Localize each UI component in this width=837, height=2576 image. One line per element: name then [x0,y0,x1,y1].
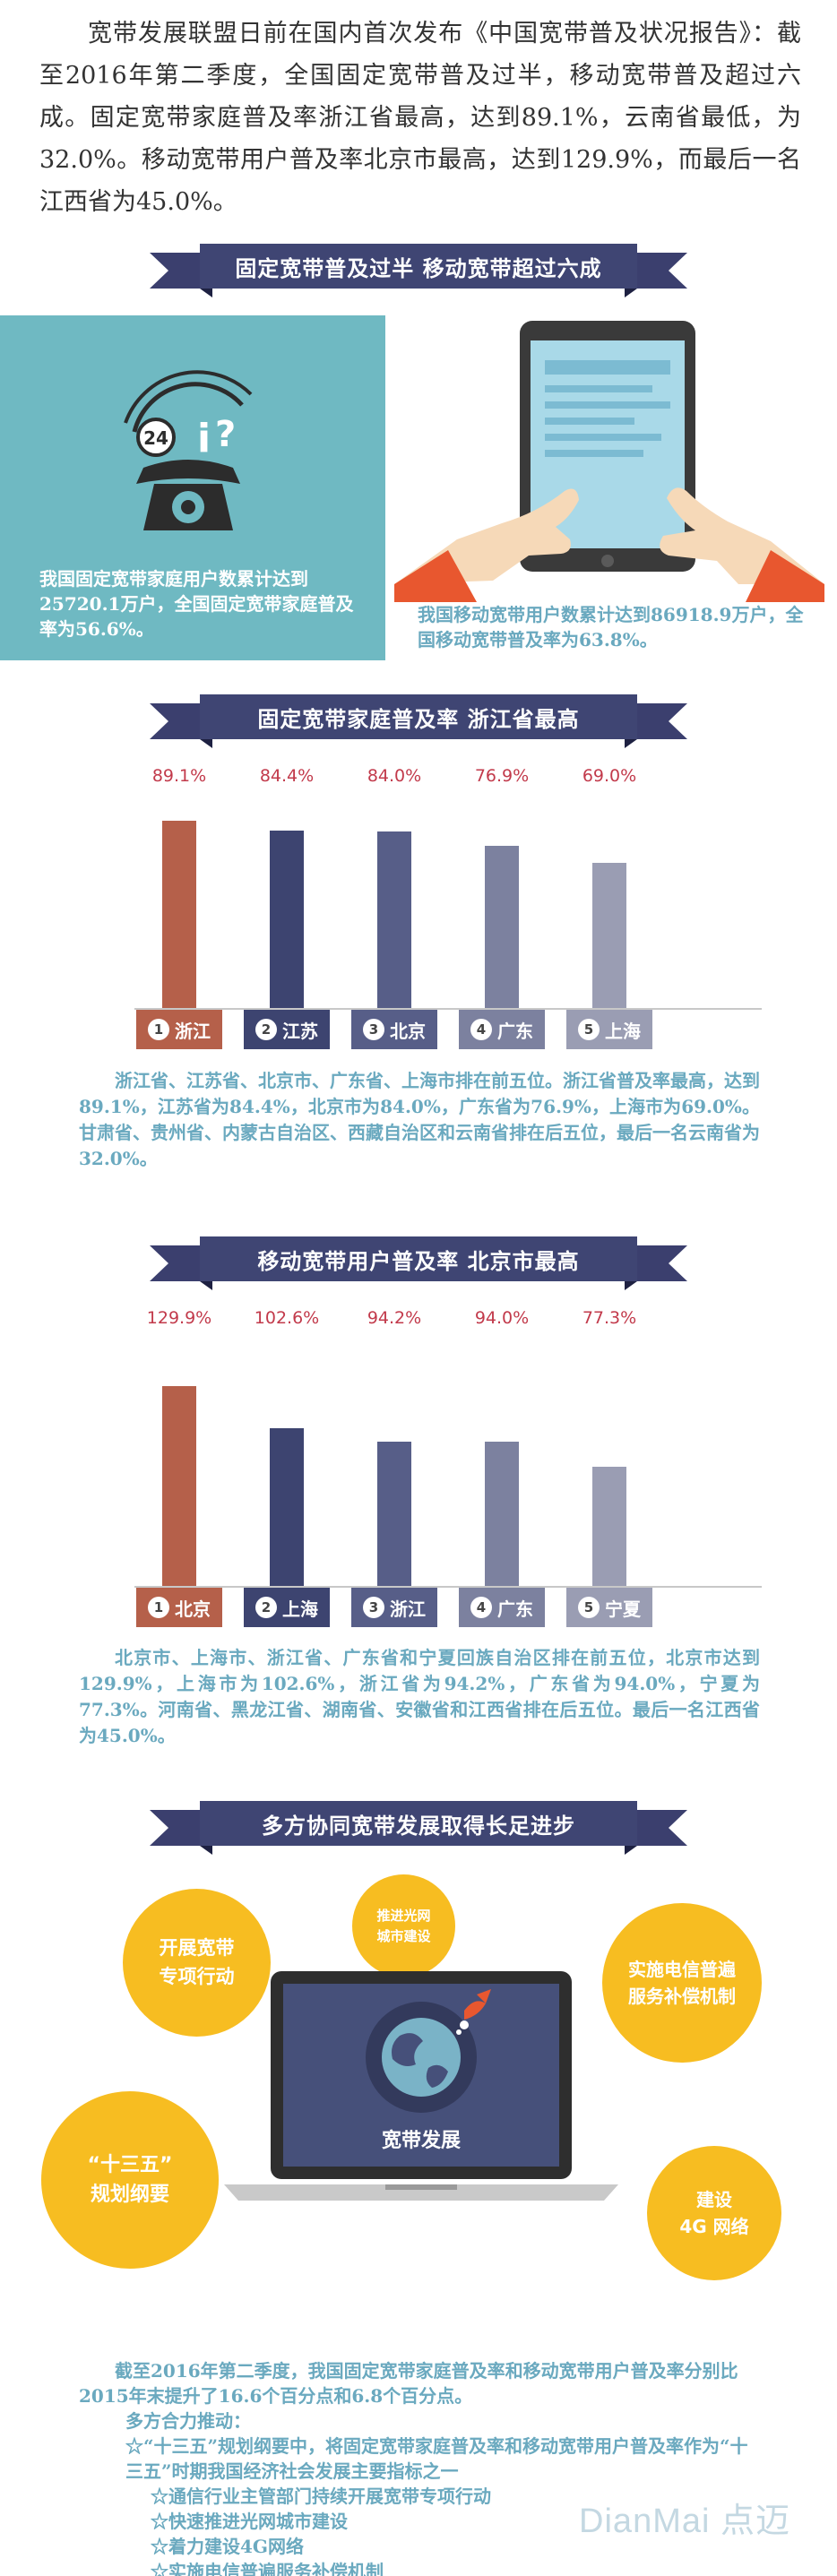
chart-rank-badge: 2 [255,1019,277,1040]
summary-item: ☆实施电信普遍服务补偿机制 [151,2561,384,2576]
fixed-broadband-chart: 89.1% 1 浙江 84.4% 2 江苏 84.0% 3 北京 76.9% 4 广东 69.0% 5 上海 [134,766,762,1053]
chart-category-label: 4 广东 [459,1010,545,1049]
chart-bar [377,1441,411,1586]
chart-value-label: 76.9% [474,766,530,786]
chart-category-label: 2 江苏 [244,1010,330,1049]
banner-title: 固定宽带家庭普及率 浙江省最高 [200,694,637,739]
banner-title: 多方协同宽带发展取得长足进步 [200,1801,637,1846]
summary-item: ☆着力建设4G网络 [151,2536,304,2557]
svg-text:i: i [197,416,211,461]
svg-text:?: ? [215,414,236,455]
chart-category-text: 江苏 [282,1020,318,1042]
chart-rank-badge: 4 [470,1597,492,1618]
fixed-broadband-text: 我国固定宽带家庭用户数累计达到25720.1万户，全国固定宽带家庭普及率为56.… [39,568,354,640]
chart-bar [270,1428,304,1586]
circle-4g-network: 建设 4G 网络 [647,2146,781,2280]
banner-mobile-user-rate: 移动宽带用户普及率 北京市最高 [150,1236,687,1290]
chart-category-label: 4 广东 [459,1588,545,1627]
intro-paragraph: 宽带发展联盟日前在国内首次发布《中国宽带普及状况报告》：截至2016年第二季度，… [39,20,801,216]
banner-multi-party: 多方协同宽带发展取得长足进步 [150,1801,687,1855]
chart-category-label: 1 北京 [136,1588,222,1627]
banner-title: 移动宽带用户普及率 北京市最高 [200,1236,637,1281]
chart-rank-badge: 2 [255,1597,277,1618]
mobile-broadband-paragraph: 北京市、上海市、浙江省、广东省和宁夏回族自治区排在前五位，北京市达到129.9%… [79,1647,760,1746]
chart-category-label: 5 上海 [566,1010,652,1049]
chart-category-text: 上海 [282,1598,318,1620]
chart-bar [592,862,626,1008]
mobile-broadband-chart: 129.9% 1 北京 102.6% 2 上海 94.2% 3 浙江 94.0% 4 广东 77.3% 5… [134,1308,762,1631]
chart-baseline [134,1008,762,1010]
chart-category-text: 浙江 [390,1598,426,1620]
chart-value-label: 84.0% [367,766,422,786]
chart-category-text: 广东 [497,1020,533,1042]
chart-value-label: 77.3% [582,1308,637,1328]
summary-item: ☆“十三五”规划纲要中，将固定宽带家庭普及率和移动宽带用户普及率作为“十三五”时… [125,2435,748,2482]
chart-category-label: 5 宁夏 [566,1588,652,1627]
fixed-broadband-paragraph: 浙江省、江苏省、北京市、广东省、上海市排在前五位。浙江省普及率最高，达到89.1… [79,1070,760,1169]
summary-heading: 多方合力推动： [125,2410,251,2432]
banner-fixed-household-rate: 固定宽带家庭普及率 浙江省最高 [150,694,687,748]
mobile-broadband-text: 我国移动宽带用户数累计达到86918.9万户，全国移动宽带普及率为63.8%。 [418,604,804,650]
chart-rank-badge: 1 [148,1597,169,1618]
summary-section: 截至2016年第二季度，我国固定宽带家庭普及率和移动宽带用户普及率分别比2015… [79,2358,760,2576]
chart-bar [485,846,519,1008]
tablet-hands-illustration [394,321,824,602]
chart-value-label: 89.1% [151,766,207,786]
badge-24: 24 [143,427,168,449]
chart-value-label: 84.4% [259,766,315,786]
summary-item: ☆通信行业主管部门持续开展宽带专项行动 [151,2486,491,2507]
chart-value-label: 102.6% [254,1308,320,1328]
chart-rank-badge: 5 [578,1019,600,1040]
chart-rank-badge: 3 [363,1019,384,1040]
chart-category-text: 广东 [497,1598,533,1620]
chart-value-label: 69.0% [582,766,637,786]
telephone-icon: 24 i ? [124,370,253,530]
chart-category-label: 3 北京 [351,1010,437,1049]
chart-category-text: 北京 [390,1020,426,1042]
chart-category-label: 2 上海 [244,1588,330,1627]
fixed-broadband-panel: 24 i ? [0,315,385,660]
chart-bar [162,820,196,1008]
chart-value-label: 129.9% [146,1308,212,1328]
chart-baseline [134,1586,762,1588]
summary-item: ☆快速推进光网城市建设 [151,2511,348,2532]
chart-category-label: 1 浙江 [136,1010,222,1049]
chart-bar [377,831,411,1008]
chart-category-text: 浙江 [175,1020,211,1042]
chart-rank-badge: 3 [363,1597,384,1618]
chart-category-text: 宁夏 [605,1598,641,1620]
chart-bar [162,1386,196,1586]
summary-paragraph: 截至2016年第二季度，我国固定宽带家庭普及率和移动宽带用户普及率分别比2015… [79,2360,738,2407]
chart-category-text: 北京 [175,1598,211,1620]
chart-bar [485,1441,519,1586]
laptop-illustration: 宽带发展 [224,1971,618,2201]
circle-fiber-city: 推进光网 城市建设 [352,1874,455,1977]
circle-universal-service: 实施电信普遍 服务补偿机制 [602,1903,762,2063]
laptop-label: 宽带发展 [382,2129,461,2152]
banner-fixed-mobile-overview: 固定宽带普及过半 移动宽带超过六成 [150,244,687,297]
chart-bar [592,1467,626,1586]
watermark-logo: DianMai 点迈 [579,2503,790,2540]
circle-special-action: 开展宽带 专项行动 [123,1889,271,2037]
chart-rank-badge: 4 [470,1019,492,1040]
chart-bar [270,830,304,1008]
chart-rank-badge: 5 [578,1597,600,1618]
chart-value-label: 94.0% [474,1308,530,1328]
chart-category-text: 上海 [605,1020,641,1042]
chart-category-label: 3 浙江 [351,1588,437,1627]
banner-title: 固定宽带普及过半 移动宽带超过六成 [200,244,637,289]
chart-rank-badge: 1 [148,1019,169,1040]
chart-value-label: 94.2% [367,1308,422,1328]
circle-13th-plan: “十三五” 规划纲要 [41,2091,219,2269]
